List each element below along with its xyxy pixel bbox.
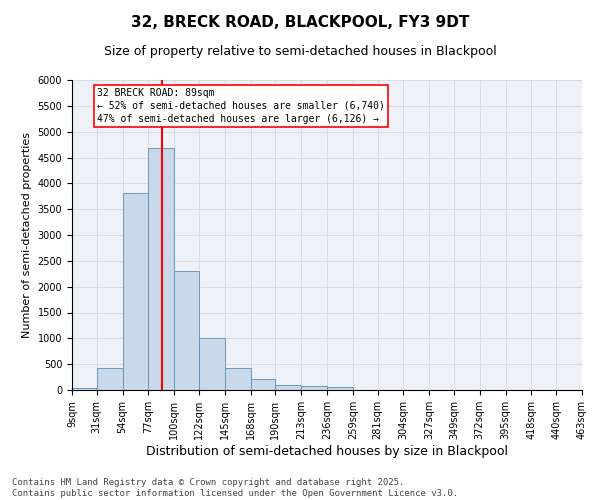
Bar <box>251 379 275 390</box>
X-axis label: Distribution of semi-detached houses by size in Blackpool: Distribution of semi-detached houses by … <box>146 444 508 458</box>
Bar <box>301 386 327 390</box>
Bar <box>174 271 199 390</box>
Bar <box>327 387 353 390</box>
Bar <box>199 338 225 390</box>
Y-axis label: Number of semi-detached properties: Number of semi-detached properties <box>22 132 32 338</box>
Bar <box>275 385 301 390</box>
Text: Contains HM Land Registry data © Crown copyright and database right 2025.
Contai: Contains HM Land Registry data © Crown c… <box>12 478 458 498</box>
Text: 32, BRECK ROAD, BLACKPOOL, FY3 9DT: 32, BRECK ROAD, BLACKPOOL, FY3 9DT <box>131 15 469 30</box>
Bar <box>72 388 97 390</box>
Text: Size of property relative to semi-detached houses in Blackpool: Size of property relative to semi-detach… <box>104 45 496 58</box>
Text: 32 BRECK ROAD: 89sqm
← 52% of semi-detached houses are smaller (6,740)
47% of se: 32 BRECK ROAD: 89sqm ← 52% of semi-detac… <box>97 88 385 124</box>
Bar <box>122 192 148 390</box>
Bar <box>225 368 251 390</box>
Bar <box>97 368 122 390</box>
Bar <box>148 148 174 390</box>
